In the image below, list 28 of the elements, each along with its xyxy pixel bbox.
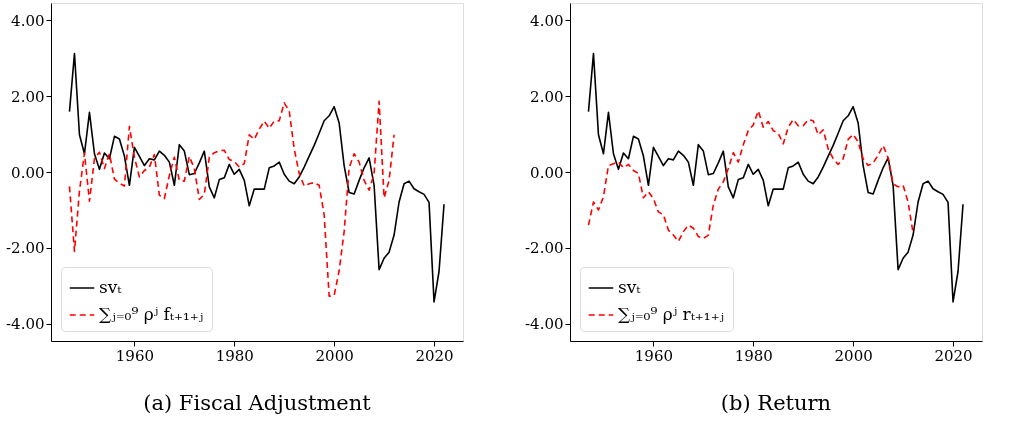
x-tick-label: 1980 — [215, 346, 254, 365]
y-tick-label: -2.00 — [525, 239, 564, 258]
line-series — [68, 100, 395, 297]
x-tick-label: 1960 — [115, 346, 154, 365]
y-tick-label: 0.00 — [11, 163, 45, 182]
line-series — [587, 52, 964, 303]
text: (a) Fiscal Adjustment — [143, 391, 372, 415]
legend-label: svₜ — [99, 277, 123, 297]
x-tick-label: 2000 — [315, 346, 354, 365]
y-tick-label: -2.00 — [6, 239, 45, 258]
x-tick-label: 2020 — [934, 346, 973, 365]
legend-label: ∑ⱼ₌₀⁹ ρʲ rₜ₊₁₊ⱼ — [618, 304, 725, 324]
x-tick-label: 2000 — [834, 346, 873, 365]
legend-label: ∑ⱼ₌₀⁹ ρʲ fₜ₊₁₊ⱼ — [99, 304, 204, 324]
y-tick-label: -4.00 — [6, 315, 45, 334]
y-tick-label: 0.00 — [530, 163, 564, 182]
y-tick-label: 2.00 — [530, 87, 564, 106]
x-tick-label: 2020 — [415, 346, 454, 365]
y-tick-label: -4.00 — [525, 315, 564, 334]
line-series — [68, 52, 445, 303]
y-tick-label: 2.00 — [11, 87, 45, 106]
y-tick-label: 4.00 — [530, 11, 564, 30]
line-series — [587, 110, 914, 243]
x-tick-label: 1960 — [634, 346, 673, 365]
x-tick-label: 1980 — [734, 346, 773, 365]
legend-label: svₜ — [618, 277, 642, 297]
text: (b) Return — [720, 391, 832, 415]
y-tick-label: 4.00 — [11, 11, 45, 30]
